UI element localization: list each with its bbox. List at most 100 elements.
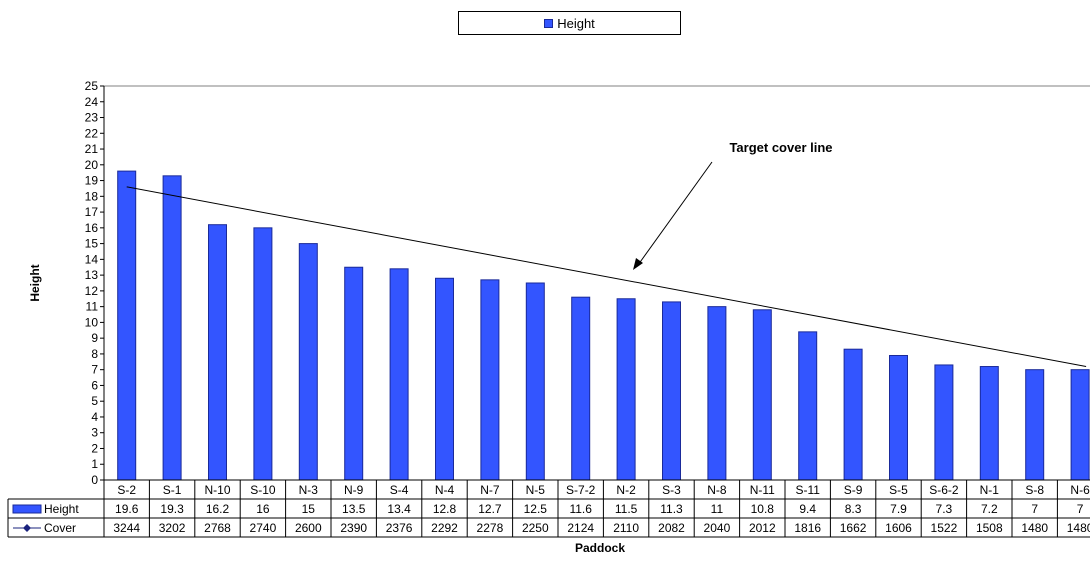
- table-cell-height: 11.3: [660, 502, 683, 516]
- table-cell-height: 7.2: [981, 502, 998, 516]
- x-tick-label: S-4: [390, 483, 409, 497]
- table-cell-height: 12.7: [478, 502, 502, 516]
- x-tick-label: N-3: [299, 483, 319, 497]
- table-cell-cover: 3244: [113, 521, 140, 535]
- table-cell-cover: 1480: [1067, 521, 1090, 535]
- bar-N-11: [752, 309, 772, 481]
- table-cell-height: 11.6: [569, 502, 592, 516]
- x-tick-label: S-3: [662, 483, 681, 497]
- y-tick-label: 12: [85, 284, 99, 298]
- table-cell-height: 7: [1031, 502, 1038, 516]
- y-tick-label: 22: [85, 126, 99, 140]
- y-tick-label: 13: [85, 268, 99, 282]
- table-cell-height: 16: [256, 502, 270, 516]
- x-tick-label: N-7: [480, 483, 500, 497]
- table-cell-height: 13.4: [387, 502, 411, 516]
- y-tick-label: 18: [85, 189, 99, 203]
- bar-S-5: [889, 354, 908, 481]
- bar-N-4: [435, 277, 454, 481]
- bar-S-9: [843, 348, 863, 481]
- bar-S-3: [662, 301, 681, 481]
- y-tick-label: 23: [85, 111, 99, 125]
- table-cell-cover: 1662: [840, 521, 867, 535]
- table-cell-height: 16.2: [206, 502, 230, 516]
- y-tick-label: 5: [91, 394, 98, 408]
- table-cell-cover: 2292: [431, 521, 458, 535]
- bar-S-8: [1025, 369, 1045, 481]
- y-tick-label: 6: [91, 378, 98, 392]
- table-row-header-height: Height: [44, 502, 79, 516]
- bar-N-2: [616, 298, 636, 481]
- table-cell-cover: 2082: [658, 521, 685, 535]
- y-tick-label: 0: [91, 473, 98, 487]
- x-tick-label: S-1: [163, 483, 182, 497]
- legend-swatch-height: [544, 18, 554, 28]
- bar-S-10: [253, 227, 273, 481]
- table-cell-cover: 2600: [295, 521, 322, 535]
- bar-S-4: [389, 268, 409, 481]
- y-tick-label: 11: [86, 300, 99, 314]
- table-cell-cover: 3202: [159, 521, 186, 535]
- table-cell-cover: 2768: [204, 521, 231, 535]
- table-cell-height: 11.5: [615, 502, 638, 516]
- x-tick-label: S-9: [844, 483, 863, 497]
- table-cell-height: 9.4: [799, 502, 816, 516]
- x-tick-label: N-1: [980, 483, 1000, 497]
- table-cell-height: 11: [711, 502, 724, 516]
- x-tick-label: N-8: [707, 483, 727, 497]
- table-cell-height: 15: [302, 502, 316, 516]
- x-tick-label: N-10: [204, 483, 230, 497]
- table-cell-height: 12.5: [524, 502, 548, 516]
- bar-N-1: [979, 366, 999, 481]
- x-tick-label: N-5: [526, 483, 546, 497]
- bar-N-3: [298, 243, 318, 481]
- bar-N-8: [707, 306, 727, 481]
- y-tick-label: 15: [85, 237, 99, 251]
- bar-S-11: [798, 331, 818, 481]
- annotation-arrow-shaft: [637, 161, 713, 266]
- table-cell-cover: 2278: [477, 521, 504, 535]
- table-cell-height: 10.8: [751, 502, 775, 516]
- table-cell-cover: 2390: [340, 521, 367, 535]
- table-cell-cover: 1816: [794, 521, 821, 535]
- x-axis-title: Paddock: [575, 541, 625, 555]
- annotation-arrow-head: [633, 258, 643, 270]
- table-cell-height: 8.3: [845, 502, 862, 516]
- table-cell-cover: 1480: [1021, 521, 1048, 535]
- table-cell-height: 19.6: [115, 502, 139, 516]
- y-tick-label: 20: [85, 158, 99, 172]
- x-tick-label: S-7-2: [566, 483, 596, 497]
- table-key-height: [12, 504, 42, 514]
- x-tick-label: N-9: [344, 483, 364, 497]
- y-axis-title: Height: [28, 264, 42, 301]
- x-tick-label: S-11: [795, 483, 820, 497]
- target-cover-line: [126, 186, 1087, 368]
- bar-N-5: [525, 282, 545, 481]
- table-row-header-cover: Cover: [44, 521, 76, 535]
- bar-N-7: [480, 279, 500, 481]
- y-tick-label: 17: [85, 205, 99, 219]
- table-cell-cover: 2376: [386, 521, 413, 535]
- y-tick-label: 24: [85, 95, 99, 109]
- table-cell-height: 7.3: [936, 502, 953, 516]
- bar-S-2: [117, 170, 137, 481]
- x-tick-label: S-2: [117, 483, 136, 497]
- table-cell-cover: 2110: [613, 521, 639, 535]
- x-tick-label: S-10: [250, 483, 276, 497]
- bar-N-10: [208, 224, 227, 481]
- table-cell-cover: 2124: [567, 521, 594, 535]
- y-tick-label: 4: [91, 410, 98, 424]
- y-tick-label: 2: [91, 441, 98, 455]
- y-tick-label: 10: [85, 315, 99, 329]
- x-tick-label: S-8: [1025, 483, 1044, 497]
- legend: Height: [458, 11, 681, 35]
- y-tick-label: 14: [85, 252, 99, 266]
- x-tick-label: N-2: [616, 483, 636, 497]
- y-tick-label: 7: [91, 363, 98, 377]
- table-cell-cover: 2740: [250, 521, 277, 535]
- bar-S-1: [162, 175, 182, 481]
- table-cell-height: 13.5: [342, 502, 366, 516]
- annotation-target-cover-line: Target cover line: [729, 140, 832, 155]
- y-tick-label: 25: [85, 79, 99, 93]
